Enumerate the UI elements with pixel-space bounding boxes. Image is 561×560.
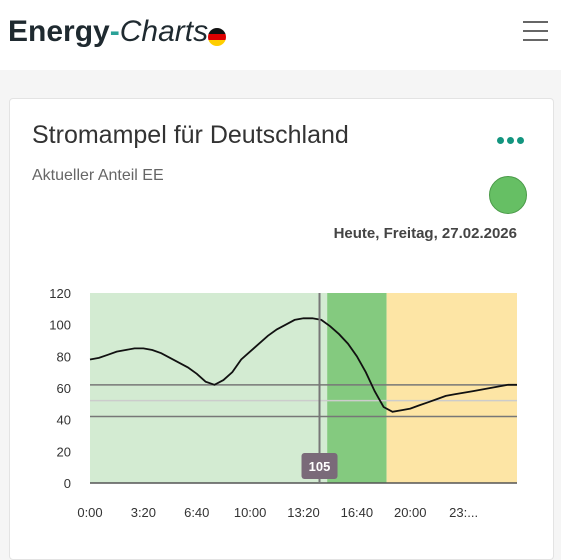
x-tick-label: 0:00: [77, 505, 102, 520]
logo-dash: -: [109, 15, 120, 48]
y-tick-label: 0: [64, 476, 71, 491]
status-light-indicator: [489, 176, 527, 214]
x-tick-label: 3:20: [131, 505, 156, 520]
y-tick-label: 100: [49, 318, 71, 333]
top-header: Energy-Charts: [0, 0, 561, 70]
chart-zone-1: [327, 293, 387, 483]
energy-charts-logo[interactable]: Energy-Charts: [8, 14, 208, 50]
x-tick-label: 10:00: [234, 505, 267, 520]
chart-zone-2: [386, 293, 517, 483]
y-tick-label: 120: [49, 286, 71, 301]
y-tick-label: 60: [57, 381, 71, 396]
logo-text-charts: Charts: [119, 15, 209, 48]
date-label: Heute, Freitag, 27.02.2026: [333, 225, 517, 242]
y-tick-label: 80: [57, 349, 71, 364]
germany-flag-icon: [208, 28, 226, 46]
logo-text-energy: Energy: [8, 15, 110, 48]
card-title: Stromampel für Deutschland: [32, 121, 349, 149]
y-tick-label: 20: [57, 444, 71, 459]
card-subtitle: Aktueller Anteil EE: [32, 167, 164, 184]
x-tick-label: 23:...: [449, 505, 478, 520]
y-tick-label: 40: [57, 413, 71, 428]
x-tick-label: 6:40: [184, 505, 209, 520]
renewable-share-chart: 0 20 40 60 80 100 120 0:00 3:20 6:40 10:00 13:20 16:…: [49, 286, 517, 520]
x-tick-label: 16:40: [341, 505, 374, 520]
x-tick-label: 13:20: [287, 505, 320, 520]
x-tick-label: 20:00: [394, 505, 427, 520]
cursor-value-label: 105: [309, 459, 331, 474]
series-line: [89, 317, 517, 413]
cursor-badge: [301, 453, 338, 479]
more-dots-icon[interactable]: [497, 135, 527, 147]
hamburger-menu-icon[interactable]: [520, 18, 550, 44]
